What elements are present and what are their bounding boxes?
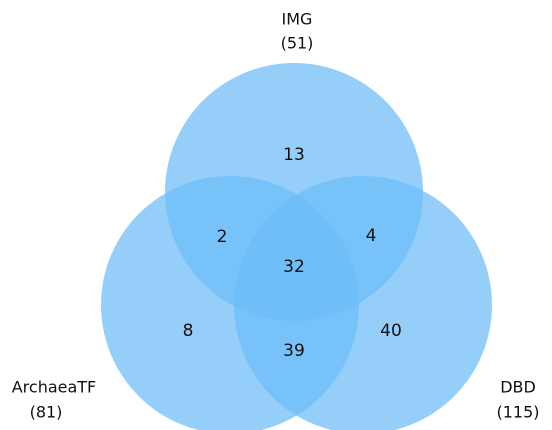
dbd-circle (234, 176, 492, 430)
img-set-name: IMG (282, 10, 313, 29)
region-img-dbd: 4 (366, 226, 377, 246)
archaea-set-name: ArchaeaTF (12, 378, 97, 397)
region-img-archaea: 2 (217, 227, 228, 247)
img-set-count: (51) (281, 34, 314, 53)
dbd-set-name: DBD (500, 378, 536, 397)
archaea-set-count: (81) (30, 403, 63, 422)
region-all-three: 32 (283, 257, 305, 277)
dbd-set-count: (115) (496, 403, 539, 422)
region-archaea-dbd: 39 (283, 341, 305, 361)
region-archaea-only: 8 (183, 321, 194, 341)
region-img-only: 13 (283, 145, 305, 165)
region-dbd-only: 40 (380, 321, 402, 341)
